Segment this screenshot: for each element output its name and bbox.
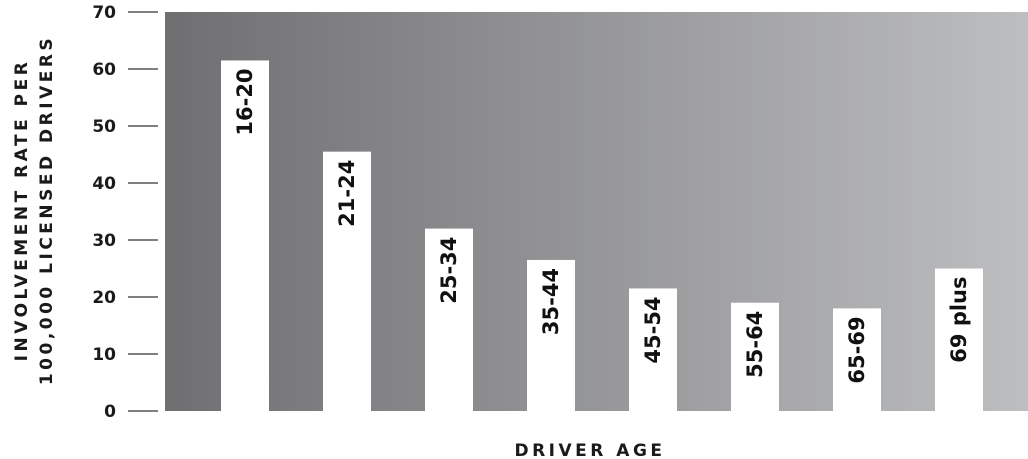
bar-category-label: 65-69: [845, 316, 869, 383]
bar: [833, 308, 881, 411]
y-tick-label: 30: [92, 231, 116, 251]
y-tick-label: 60: [92, 60, 116, 80]
y-tick-label: 50: [92, 117, 116, 137]
y-tick-label: 20: [92, 288, 116, 308]
bar: [629, 288, 677, 411]
y-tick-label: 0: [104, 402, 116, 422]
bar: [527, 259, 575, 411]
y-tick-label: 70: [92, 3, 116, 23]
y-axis: 0 10 20 30 40 50 60 70: [92, 3, 158, 422]
y-tick-label: 10: [92, 345, 116, 365]
bar: [425, 228, 473, 411]
bar-category-label: 25-34: [437, 237, 461, 304]
plot-background: [165, 12, 1028, 411]
x-axis-title: DRIVER AGE: [514, 441, 665, 459]
bar: [323, 151, 371, 411]
bar-category-label: 55-64: [743, 311, 767, 378]
bar-category-label: 16-20: [233, 68, 257, 135]
bars: 16-20 21-24 25-34 35-44 45-54 55-64 65-69 69 pl…: [221, 60, 983, 411]
bar: [221, 60, 269, 411]
bar-category-label: 35-44: [539, 268, 563, 335]
bar-category-label: 45-54: [641, 296, 665, 363]
bar-category-label: 69 plus: [947, 277, 971, 363]
y-axis-title-line-1: INVOLVEMENT RATE PER: [12, 59, 32, 362]
bar-category-label: 21-24: [335, 160, 359, 227]
bar: [731, 302, 779, 411]
y-axis-title-line-2: 100,000 LICENSED DRIVERS: [37, 35, 57, 385]
bar: [935, 268, 983, 411]
y-tick-label: 40: [92, 174, 116, 194]
